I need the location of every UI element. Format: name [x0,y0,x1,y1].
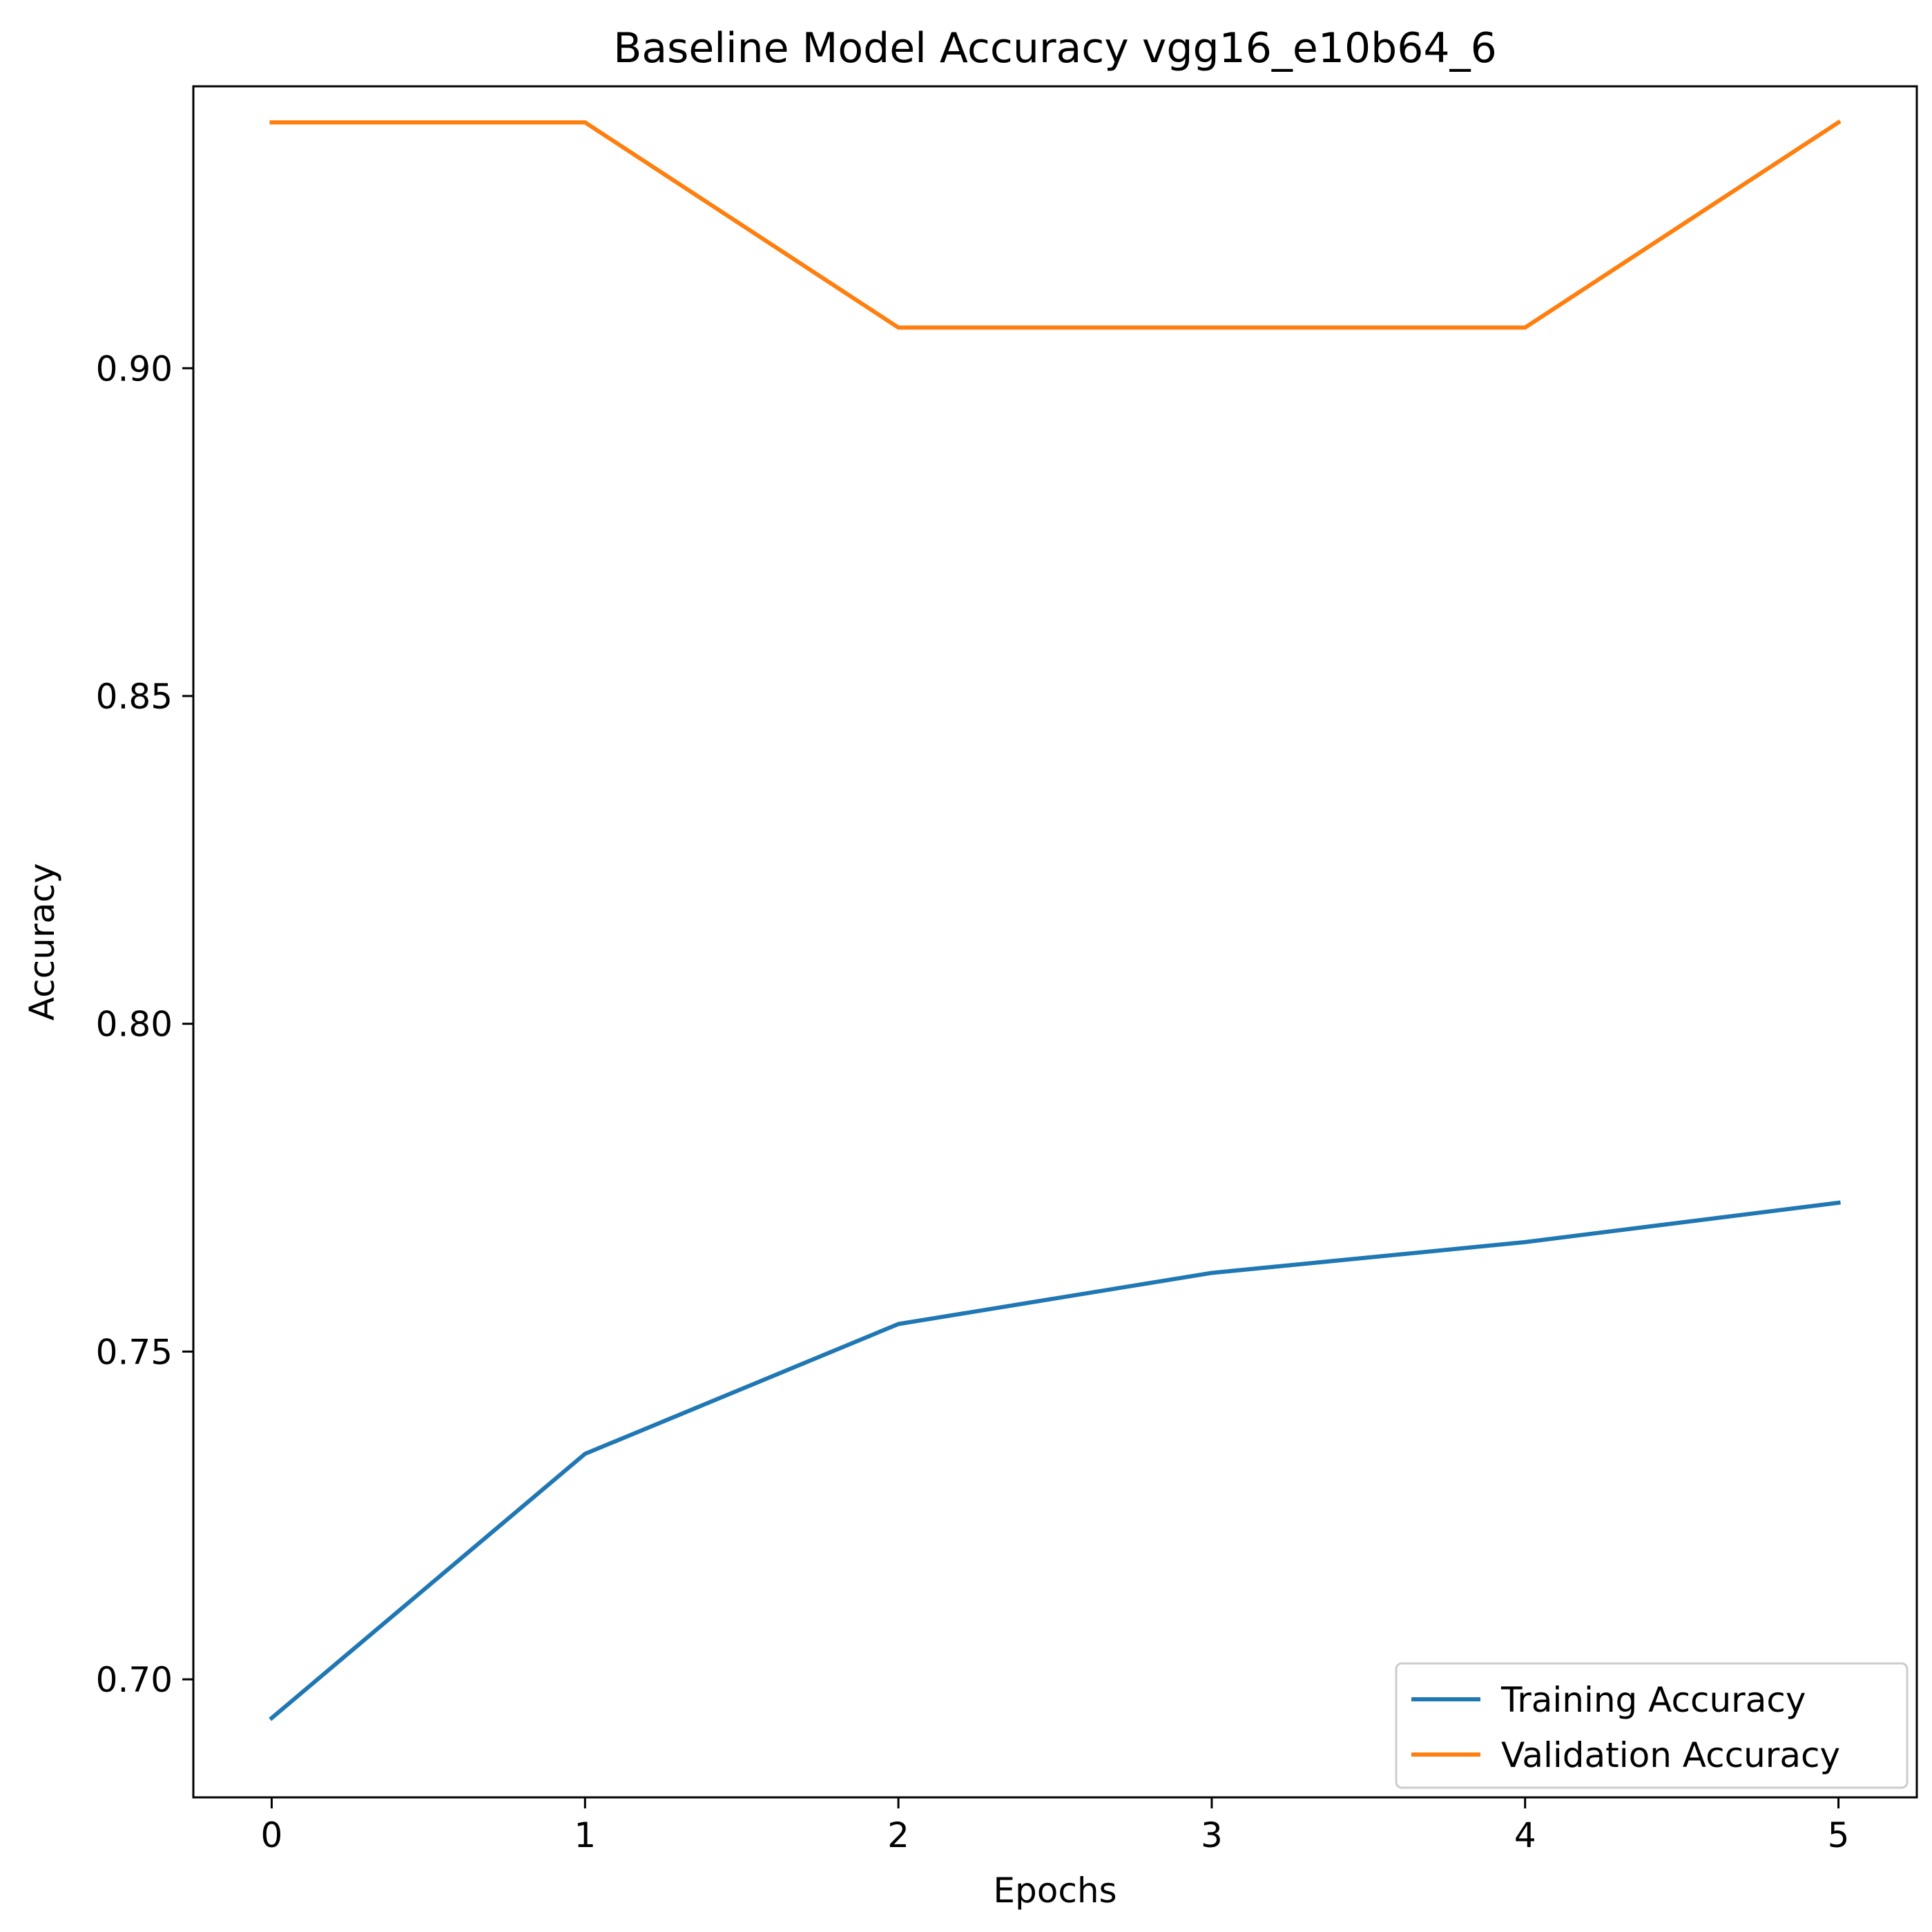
x-axis-label: Epochs [993,1871,1117,1911]
legend-box [1395,1662,1909,1789]
legend: Training Accuracy Validation Accuracy [1395,1662,1909,1789]
axes-frame [192,85,1918,1799]
x-tick-label: 1 [574,1815,596,1855]
y-tick-label: 0.90 [96,349,173,389]
x-tick-label: 3 [1201,1815,1223,1855]
series-lines [269,119,1842,1721]
legend-label: Training Accuracy [1500,1680,1806,1720]
y-tick-label: 0.70 [96,1660,173,1700]
x-tick-label: 2 [887,1815,909,1855]
x-tick-label: 0 [261,1815,283,1855]
x-tick-label: 5 [1828,1815,1850,1855]
series-line-validation [269,119,1842,330]
y-axis-ticks: 0.70 0.75 0.80 0.85 0.90 [96,349,193,1700]
y-axis-label: Accuracy [22,863,62,1021]
y-tick-label: 0.85 [96,677,173,717]
y-tick-label: 0.80 [96,1005,173,1045]
x-tick-label: 4 [1514,1815,1536,1855]
series-line-training [269,1200,1841,1721]
x-axis-ticks: 0 1 2 3 4 5 [261,1797,1850,1855]
legend-label: Validation Accuracy [1501,1735,1840,1775]
y-tick-label: 0.75 [96,1332,173,1372]
chart-title: Baseline Model Accuracy vgg16_e10b64_6 [613,24,1497,73]
